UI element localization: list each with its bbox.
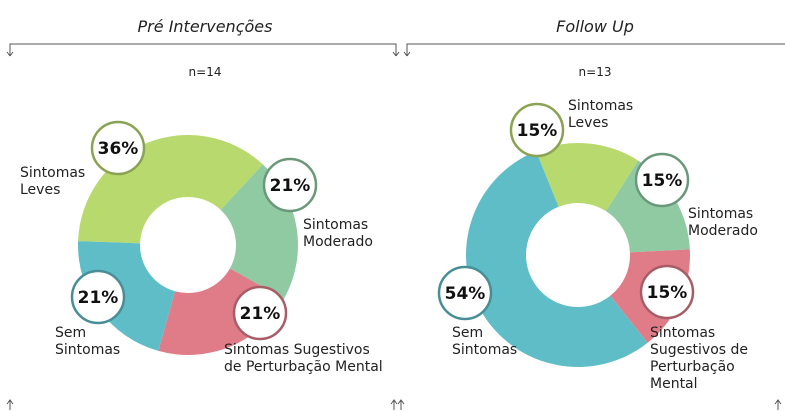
value-label: 21% xyxy=(240,304,281,324)
value-badge xyxy=(90,120,146,176)
value-label: 15% xyxy=(642,171,683,191)
pie-slice xyxy=(78,241,176,351)
value-badge xyxy=(437,265,493,321)
arrows-top xyxy=(6,51,411,57)
value-label: 21% xyxy=(270,176,311,196)
category-label: Sintomas Leves xyxy=(568,98,634,131)
chart-subtitle: n=13 xyxy=(578,65,612,79)
value-label: 36% xyxy=(98,139,139,159)
value-label: 54% xyxy=(445,284,486,304)
pie-slice xyxy=(605,160,690,253)
category-label: Sem Sintomas xyxy=(452,325,518,358)
value-badge xyxy=(509,102,565,158)
value-label: 15% xyxy=(517,121,558,141)
category-label: Sintomas Moderado xyxy=(688,206,758,239)
arrows-bottom xyxy=(6,399,782,410)
chart-title: Follow Up xyxy=(556,17,634,36)
value-label: 15% xyxy=(647,283,688,303)
value-label: 21% xyxy=(78,288,119,308)
category-label: Sintomas Leves xyxy=(20,165,86,198)
bracket-left xyxy=(9,43,397,56)
value-badge xyxy=(70,269,126,325)
pie-slice xyxy=(466,151,648,367)
bracket-right xyxy=(406,43,785,56)
chart-title: Pré Intervenções xyxy=(137,17,273,36)
category-label: Sintomas Sugestivos de Perturbação Menta… xyxy=(224,342,383,375)
brackets xyxy=(6,43,785,410)
category-label: Sintomas Moderado xyxy=(303,217,373,250)
chart-subtitle: n=14 xyxy=(188,65,222,79)
value-badge xyxy=(639,264,695,320)
pie-slice xyxy=(536,143,639,212)
value-badge xyxy=(232,285,288,341)
category-label: Sintomas Sugestivos de Perturbação Menta… xyxy=(650,325,749,392)
category-label: Sem Sintomas xyxy=(55,325,121,358)
value-badge xyxy=(634,152,690,208)
value-badge xyxy=(262,157,318,213)
